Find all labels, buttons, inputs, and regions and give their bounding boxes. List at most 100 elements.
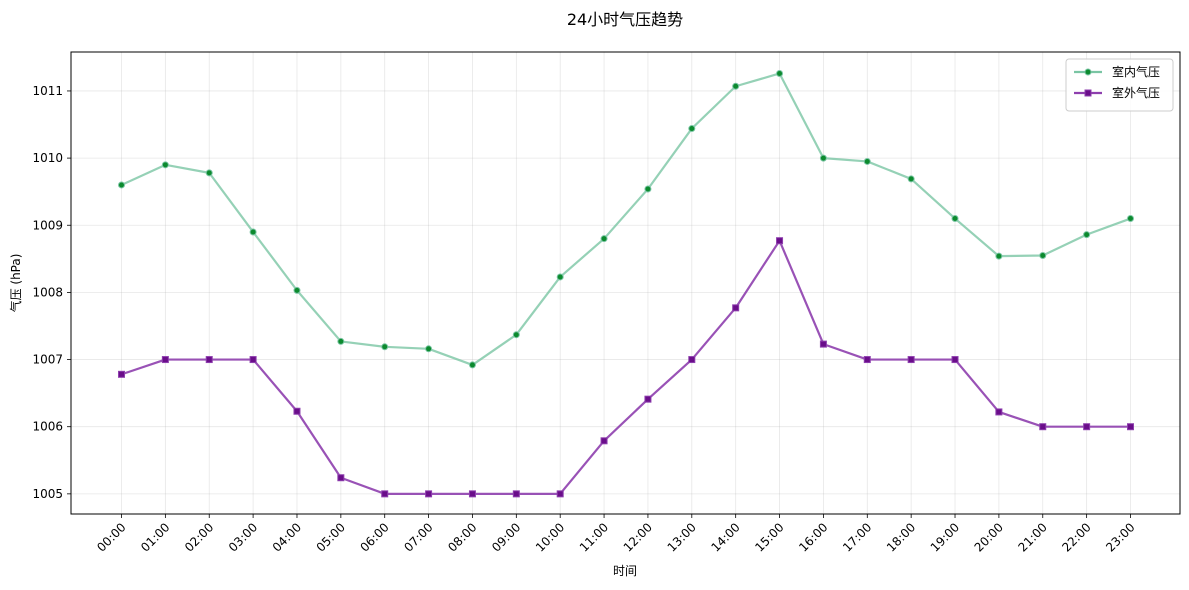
- y-axis-label: 气压 (hPa): [8, 254, 23, 313]
- x-tick-label: 07:00: [401, 520, 435, 554]
- data-point: [1039, 251, 1047, 259]
- data-point: [205, 356, 213, 364]
- y-tick-label: 1007: [32, 353, 63, 367]
- data-point: [732, 82, 740, 90]
- legend-label: 室外气压: [1112, 85, 1160, 100]
- legend-marker: [1084, 68, 1092, 76]
- data-point: [863, 356, 871, 364]
- y-axis: 1005 1006 1007 1008 1009 1010 1011: [32, 84, 71, 501]
- y-tick-label: 1005: [32, 487, 63, 501]
- plot-frame: [70, 51, 1181, 515]
- x-tick-label: 22:00: [1059, 520, 1093, 554]
- data-point: [1127, 423, 1134, 431]
- chart-title: 24小时气压趋势: [567, 10, 683, 29]
- data-point: [644, 395, 652, 403]
- data-point: [161, 356, 169, 364]
- data-point: [118, 181, 125, 189]
- data-point: [600, 437, 608, 445]
- data-point: [644, 185, 652, 193]
- data-point: [381, 343, 389, 351]
- series-line: [121, 239, 1131, 495]
- data-point: [995, 408, 1003, 416]
- data-point: [512, 331, 520, 339]
- data-point: [337, 337, 345, 345]
- x-tick-label: 15:00: [752, 520, 786, 554]
- x-tick-label: 05:00: [314, 520, 348, 554]
- data-point: [776, 69, 784, 77]
- x-axis-label: 时间: [613, 564, 637, 578]
- data-point: [776, 237, 784, 245]
- x-tick-label: 20:00: [972, 520, 1006, 554]
- x-tick-label: 00:00: [94, 520, 128, 554]
- data-point: [425, 490, 433, 498]
- x-tick-label: 06:00: [357, 520, 391, 554]
- data-point: [293, 286, 301, 294]
- x-axis: 00:00 01:00 02:00 03:00 04:00 05:00 06:00 07:00…: [94, 514, 1138, 555]
- x-tick-label: 23:00: [1103, 520, 1137, 554]
- data-point: [1083, 231, 1091, 239]
- data-point: [556, 490, 564, 498]
- data-point: [381, 490, 389, 498]
- legend-marker: [1084, 89, 1092, 97]
- data-point: [161, 161, 169, 169]
- x-tick-label: 17:00: [840, 520, 874, 554]
- data-point: [118, 370, 125, 378]
- series-line: [121, 72, 1131, 367]
- data-point: [468, 361, 476, 369]
- data-point: [600, 235, 608, 243]
- data-point: [819, 340, 827, 348]
- x-tick-label: 04:00: [270, 520, 304, 554]
- x-tick-label: 21:00: [1016, 520, 1050, 554]
- data-point: [688, 125, 696, 133]
- data-point: [995, 252, 1003, 260]
- data-point: [951, 215, 959, 223]
- series: [118, 69, 1134, 498]
- x-tick-label: 09:00: [489, 520, 523, 554]
- data-point: [512, 490, 520, 498]
- x-tick-label: 08:00: [445, 520, 479, 554]
- y-tick-label: 1006: [32, 420, 63, 434]
- y-tick-label: 1009: [32, 218, 63, 232]
- data-point: [688, 356, 696, 364]
- data-point: [205, 169, 213, 177]
- legend-item: 室内气压: [1074, 64, 1160, 79]
- x-tick-label: 13:00: [665, 520, 699, 554]
- data-point: [907, 175, 915, 183]
- x-tick-label: 03:00: [226, 520, 260, 554]
- legend-item: 室外气压: [1074, 85, 1160, 100]
- data-point: [951, 356, 959, 364]
- x-tick-label: 02:00: [182, 520, 216, 554]
- x-tick-label: 16:00: [796, 520, 830, 554]
- data-point: [732, 304, 740, 312]
- data-point: [337, 474, 345, 482]
- data-point: [1127, 215, 1134, 223]
- x-tick-label: 10:00: [533, 520, 567, 554]
- data-point: [1039, 423, 1047, 431]
- data-point: [556, 273, 564, 281]
- data-point: [249, 356, 257, 364]
- data-point: [249, 228, 257, 236]
- x-tick-label: 01:00: [138, 520, 172, 554]
- data-point: [425, 345, 433, 353]
- x-tick-label: 19:00: [928, 520, 962, 554]
- x-tick-label: 11:00: [577, 520, 611, 554]
- data-point: [863, 157, 871, 165]
- data-point: [1083, 423, 1091, 431]
- series-2: [118, 237, 1134, 498]
- legend-label: 室内气压: [1112, 64, 1160, 79]
- data-point: [907, 356, 915, 364]
- data-point: [468, 490, 476, 498]
- x-tick-label: 12:00: [621, 520, 655, 554]
- data-point: [819, 154, 827, 162]
- grid: [71, 52, 1180, 514]
- y-tick-label: 1008: [32, 285, 63, 299]
- x-tick-label: 14:00: [708, 520, 742, 554]
- x-tick-label: 18:00: [884, 520, 918, 554]
- y-tick-label: 1011: [32, 84, 63, 98]
- series-1: [118, 69, 1134, 369]
- data-point: [293, 407, 301, 415]
- y-tick-label: 1010: [32, 151, 63, 165]
